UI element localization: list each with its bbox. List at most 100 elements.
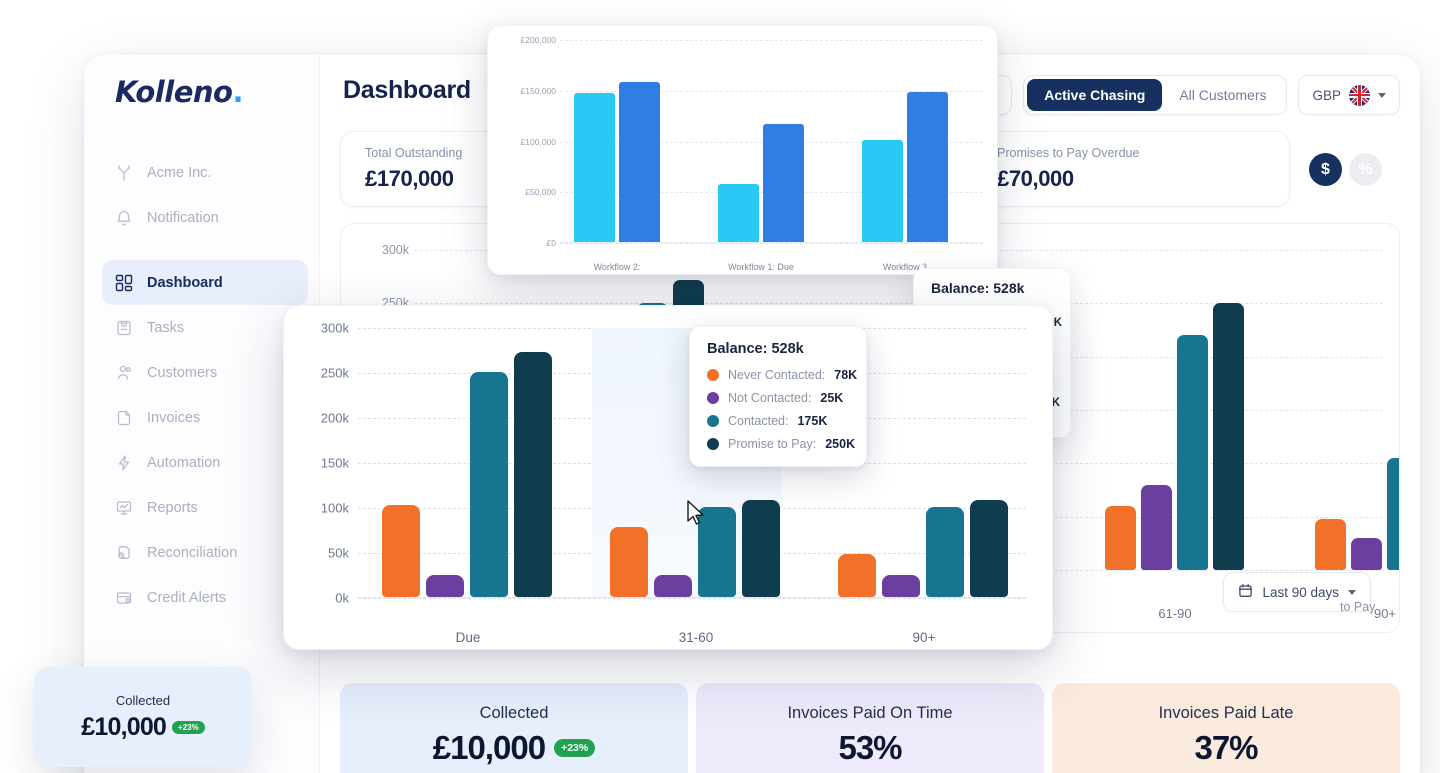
bar[interactable]	[838, 553, 876, 597]
x-axis-label: 31-60	[678, 630, 714, 645]
bar[interactable]	[1141, 484, 1172, 570]
bar[interactable]	[514, 352, 552, 597]
bell-icon	[114, 208, 134, 228]
users-icon	[114, 363, 134, 383]
bar-group	[1105, 303, 1244, 570]
logo-dot: .	[232, 75, 243, 109]
sidebar-nav: Dashboard Tasks Customers	[102, 260, 308, 620]
bar[interactable]	[742, 499, 780, 597]
x-axis-label: Workflow 1: Due	[728, 262, 794, 272]
bar[interactable]	[382, 505, 420, 597]
sidebar-item-automation[interactable]: Automation	[102, 440, 308, 485]
aging-chart-y-axis: 0k 50k 100k 150k 200k 250k 300k	[296, 321, 349, 606]
date-range-picker[interactable]: Last 90 days	[1223, 572, 1371, 612]
kpi-label: Promises to Pay Overdue	[997, 146, 1140, 160]
workflow-chart-y-axis: £0 £50,000 £100,000 £150,000 £200,000	[498, 35, 556, 248]
caret-down-icon	[1348, 589, 1356, 595]
bar[interactable]	[718, 184, 759, 242]
sidebar-label: Notification	[147, 209, 219, 226]
stat-value: 37%	[1194, 728, 1258, 766]
uk-flag-icon	[1349, 84, 1370, 106]
sidebar-item-reports[interactable]: Reports ›	[102, 485, 308, 530]
x-axis-label: Due	[455, 630, 481, 645]
bar[interactable]	[882, 574, 920, 597]
pages-clock-icon	[114, 543, 134, 563]
bar[interactable]	[1105, 506, 1136, 570]
floating-collected-value-wrap: £10,000 +23%	[81, 713, 205, 742]
view-segmented-control: Active Chasing All Customers	[1023, 75, 1288, 115]
bar[interactable]	[1387, 458, 1399, 570]
sidebar-item-reconciliation[interactable]: Reconciliation	[102, 530, 308, 575]
credit-card-icon	[114, 588, 134, 608]
bar[interactable]	[1351, 538, 1382, 570]
bar[interactable]	[1315, 518, 1346, 570]
sidebar-item-notification[interactable]: Notification	[102, 195, 308, 240]
sidebar-item-invoices[interactable]: Invoices	[102, 395, 308, 440]
tab-active-chasing[interactable]: Active Chasing	[1027, 79, 1163, 111]
gridline	[560, 243, 983, 244]
tooltip-balance: Balance: 528k Never Contacted: 78K Not C…	[689, 326, 867, 467]
grid-icon	[114, 273, 134, 293]
bar[interactable]	[619, 81, 660, 242]
sidebar-item-tasks[interactable]: Tasks	[102, 305, 308, 350]
bar[interactable]	[907, 91, 948, 242]
sidebar-item-customers[interactable]: Customers	[102, 350, 308, 395]
x-axis-label: Workflow 2:	[593, 262, 641, 272]
y-axis-tick: £50,000	[525, 187, 556, 198]
gridline	[415, 303, 1383, 305]
bar-group	[838, 499, 1008, 597]
gridline	[358, 598, 1026, 599]
bar[interactable]	[610, 526, 648, 597]
sidebar-label: Reconciliation	[147, 544, 238, 561]
stat-label: Invoices Paid Late	[1158, 703, 1294, 722]
sidebar-label: Tasks	[147, 319, 185, 336]
kpi-total-outstanding: Total Outstanding £170,000	[341, 146, 657, 192]
currency-selector[interactable]: GBP	[1298, 75, 1400, 115]
y-axis-tick: £200,000	[520, 35, 556, 45]
tooltip-row-value: 250K	[825, 437, 856, 451]
tooltip-ghost-fragment-mid: K	[1051, 397, 1060, 409]
tooltip-row: Contacted: 175K	[707, 414, 849, 428]
tooltip-row-value: 175K	[797, 414, 828, 428]
floating-collected-label: Collected	[115, 692, 171, 708]
sidebar-item-acme-inc[interactable]: Acme Inc.	[102, 150, 308, 195]
legend-dot-promise-to-pay	[707, 438, 719, 450]
tooltip-row: Never Contacted: 78K	[707, 368, 857, 382]
y-axis-tick: 50k	[328, 545, 349, 561]
y-axis-tick: £150,000	[520, 85, 556, 96]
bar[interactable]	[926, 507, 964, 597]
gridline	[560, 90, 983, 92]
stat-label: Collected	[479, 703, 549, 722]
bar[interactable]	[862, 139, 903, 242]
bar[interactable]	[426, 574, 464, 597]
tooltip-row-name: Not Contacted:	[728, 391, 812, 405]
tooltip-ghost-title: Balance: 528k	[931, 280, 1025, 296]
dollar-badge-icon[interactable]: $	[1309, 153, 1342, 186]
org-branch-icon	[114, 163, 134, 183]
sidebar-item-credit-alerts[interactable]: Credit Alerts	[102, 575, 308, 620]
toolbar: Active Chasing All Customers GBP	[960, 75, 1400, 115]
bar[interactable]	[763, 124, 804, 242]
bar[interactable]	[970, 499, 1008, 597]
x-axis-label: 61-90	[1158, 606, 1192, 621]
bar-group	[610, 499, 780, 597]
bar-group	[574, 81, 660, 242]
tab-all-customers[interactable]: All Customers	[1179, 87, 1267, 103]
calendar-icon	[1238, 583, 1253, 601]
y-axis-tick: £100,000	[520, 136, 556, 147]
bar[interactable]	[470, 372, 508, 597]
percent-badge-icon[interactable]: %	[1349, 153, 1382, 186]
bar[interactable]	[574, 92, 615, 242]
sidebar-top-group: Acme Inc. Notification	[102, 150, 308, 240]
bar[interactable]	[654, 574, 692, 597]
mouse-cursor	[686, 500, 706, 526]
bar[interactable]	[698, 507, 736, 597]
bar[interactable]	[1213, 303, 1244, 570]
kpi-value: £170,000	[365, 166, 454, 191]
bar[interactable]	[1177, 335, 1208, 570]
sidebar-label: Credit Alerts	[147, 589, 226, 606]
tooltip-row: Promise to Pay: 250K	[707, 437, 855, 451]
x-axis-label: Workflow 3	[882, 262, 928, 272]
sidebar-item-dashboard[interactable]: Dashboard	[102, 260, 308, 305]
